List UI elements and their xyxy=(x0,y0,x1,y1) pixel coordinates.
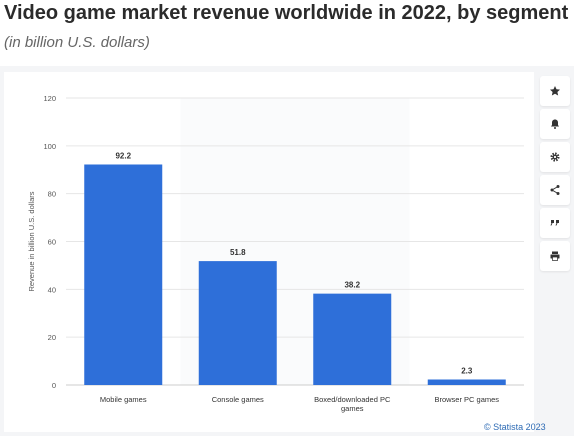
page-title: Video game market revenue worldwide in 2… xyxy=(4,2,569,24)
chart-card: 0 20 40 60 80 100 120 Revenue in billion U.S. d… xyxy=(4,72,534,432)
bar xyxy=(427,379,506,385)
star-icon xyxy=(550,86,560,96)
x-tick-label-line: games xyxy=(341,404,364,413)
chart-toolbar xyxy=(540,76,574,274)
print-icon xyxy=(550,251,560,261)
y-tick-label: 60 xyxy=(48,238,56,247)
x-tick-label: Mobile games xyxy=(100,395,147,404)
y-tick-label: 100 xyxy=(43,142,56,151)
data-label: 92.2 xyxy=(115,151,131,160)
gear-icon xyxy=(550,152,560,162)
share-button[interactable] xyxy=(540,175,570,205)
x-tick-label: Boxed/downloaded PC games xyxy=(314,395,391,413)
share-icon xyxy=(550,185,560,195)
page-subtitle: (in billion U.S. dollars) xyxy=(4,34,150,51)
print-button[interactable] xyxy=(540,241,570,271)
y-tick-label: 20 xyxy=(48,333,56,342)
quote-icon xyxy=(550,220,559,226)
cite-button[interactable] xyxy=(540,208,570,238)
x-tick-label: Browser PC games xyxy=(434,395,499,404)
data-label: 2.3 xyxy=(461,366,473,375)
notification-button[interactable] xyxy=(540,109,570,139)
y-tick-label: 120 xyxy=(43,94,56,103)
x-tick-label: Console games xyxy=(212,395,264,404)
bar xyxy=(84,164,163,385)
data-label: 51.8 xyxy=(230,248,246,257)
x-tick-label-line: Boxed/downloaded PC xyxy=(314,395,391,404)
y-tick-label: 40 xyxy=(48,285,56,294)
y-tick-label: 0 xyxy=(52,381,56,390)
data-label: 38.2 xyxy=(344,281,360,290)
settings-button[interactable] xyxy=(540,142,570,172)
y-tick-label: 80 xyxy=(48,190,56,199)
bar-chart: 0 20 40 60 80 100 120 Revenue in billion U.S. d… xyxy=(27,94,524,413)
source-credit[interactable]: © Statista 2023 xyxy=(484,422,546,432)
favorite-button[interactable] xyxy=(540,76,570,106)
bar xyxy=(313,293,392,385)
bar xyxy=(198,261,277,385)
x-tick-label-line: Mobile games xyxy=(100,395,147,404)
y-axis-title: Revenue in billion U.S. dollars xyxy=(27,191,36,291)
x-tick-label-line: Console games xyxy=(212,395,264,404)
x-tick-label-line: Browser PC games xyxy=(434,395,499,404)
bell-icon xyxy=(551,119,559,129)
